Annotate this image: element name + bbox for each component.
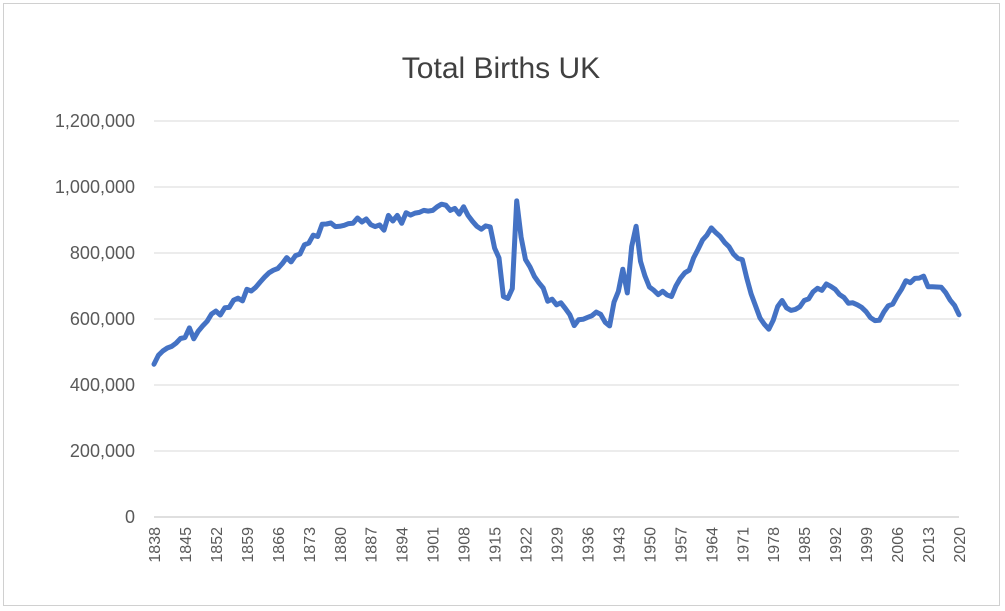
x-tick-label: 1873: [302, 527, 319, 563]
x-tick-label: 1887: [364, 527, 381, 563]
series-line: [151, 198, 962, 367]
x-tick-label: 1936: [580, 527, 597, 563]
chart-title: Total Births UK: [402, 52, 600, 85]
x-tick-label: 1915: [488, 527, 505, 563]
x-tick-label: 1880: [333, 527, 350, 563]
x-tick-label: 1971: [735, 527, 752, 563]
line-chart: Total Births UK 0 200,000 400,000 600,000 80…: [55, 52, 969, 563]
x-tick-label: 1943: [611, 527, 628, 563]
x-tick-label: 1964: [704, 527, 721, 563]
y-tick-label: 400,000: [70, 375, 135, 395]
x-tick-label: 1950: [642, 527, 659, 563]
y-tick-label: 600,000: [70, 309, 135, 329]
x-tick-label: 1845: [178, 527, 195, 563]
x-tick-label: 1901: [426, 527, 443, 563]
x-tick-label: 1978: [766, 527, 783, 563]
y-axis-tick-labels: 0 200,000 400,000 600,000 800,000 1,000,000 1,…: [55, 111, 135, 527]
x-tick-label: 1999: [859, 527, 876, 563]
x-tick-label: 1929: [550, 527, 567, 563]
x-tick-label: 1922: [519, 527, 536, 563]
x-tick-label: 2020: [952, 527, 969, 563]
y-tick-label: 1,000,000: [55, 177, 135, 197]
y-tick-label: 1,200,000: [55, 111, 135, 131]
x-tick-label: 1859: [240, 527, 257, 563]
x-tick-label: 2013: [921, 527, 938, 563]
x-tick-label: 1852: [209, 527, 226, 563]
x-tick-label: 1992: [828, 527, 845, 563]
x-tick-label: 1838: [147, 527, 164, 563]
x-tick-label: 1957: [673, 527, 690, 563]
x-axis-tick-labels: 1838 1845 1852 1859 1866 1873 1880 1887 1894 1901…: [147, 527, 969, 563]
y-tick-label: 0: [125, 507, 135, 527]
y-tick-label: 800,000: [70, 243, 135, 263]
x-tick-label: 1894: [395, 527, 412, 563]
series-layer: [151, 198, 962, 367]
x-tick-label: 2006: [890, 527, 907, 563]
x-tick-label: 1985: [797, 527, 814, 563]
x-tick-label: 1908: [457, 527, 474, 563]
y-tick-label: 200,000: [70, 441, 135, 461]
x-tick-label: 1866: [271, 527, 288, 563]
chart-frame: Total Births UK 0 200,000 400,000 600,000 80…: [3, 3, 1000, 606]
gridlines: [154, 120, 959, 518]
